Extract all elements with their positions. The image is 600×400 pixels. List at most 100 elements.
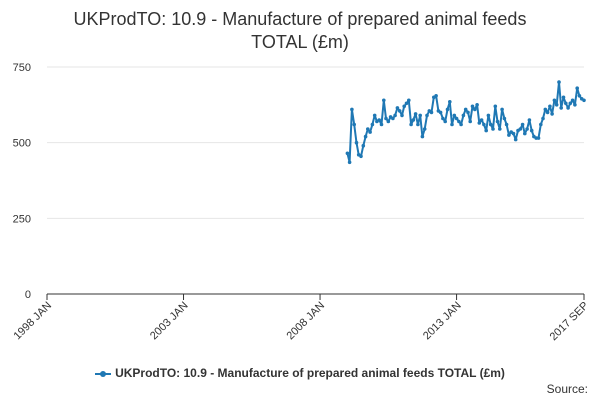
data-point[interactable] [570,98,575,103]
data-point[interactable] [461,113,466,118]
data-point[interactable] [386,119,391,124]
data-point[interactable] [470,104,475,109]
data-point[interactable] [459,122,463,127]
data-point[interactable] [527,118,532,122]
data-point[interactable] [548,104,552,109]
data-point[interactable] [452,113,457,118]
data-point[interactable] [391,116,395,121]
data-point[interactable] [418,113,423,118]
data-point[interactable] [511,131,516,136]
data-point[interactable] [541,116,545,121]
data-point[interactable] [457,119,461,124]
data-point[interactable] [345,151,350,156]
data-point[interactable] [539,122,543,127]
data-point[interactable] [425,113,429,118]
data-point[interactable] [468,119,473,124]
data-point[interactable] [450,122,454,127]
legend[interactable]: UKProdTO: 10.9 - Manufacture of prepared… [0,366,600,380]
data-point[interactable] [513,137,518,142]
data-point[interactable] [486,113,491,118]
data-point[interactable] [438,110,443,115]
data-point[interactable] [379,122,384,127]
data-point[interactable] [545,110,550,115]
data-point[interactable] [564,101,568,106]
data-point[interactable] [377,118,382,122]
data-point[interactable] [366,127,370,131]
data-point[interactable] [347,160,352,165]
data-point[interactable] [361,143,366,148]
data-point[interactable] [491,127,495,131]
data-point[interactable] [441,116,445,121]
data-point[interactable] [477,121,482,125]
data-point[interactable] [445,107,450,112]
data-point[interactable] [363,134,368,139]
data-point[interactable] [473,107,477,112]
data-point[interactable] [502,116,507,121]
data-point[interactable] [543,107,548,112]
data-point[interactable] [529,128,534,133]
data-point[interactable] [370,122,375,127]
data-point[interactable] [520,122,525,127]
data-point[interactable] [482,122,486,127]
data-point[interactable] [422,127,427,131]
data-point[interactable] [566,106,570,110]
data-point[interactable] [448,100,452,104]
data-point[interactable] [454,116,459,121]
x-tick-label: 2013 JAN [421,300,464,343]
data-point[interactable] [404,101,409,106]
data-point[interactable] [359,154,363,159]
data-point[interactable] [429,110,434,115]
data-point[interactable] [575,86,579,90]
data-point[interactable] [479,118,484,122]
data-point[interactable] [582,98,586,103]
data-point[interactable] [463,107,468,112]
data-point[interactable] [568,101,573,106]
data-point[interactable] [573,103,577,107]
data-point[interactable] [507,133,511,137]
data-point[interactable] [443,119,448,124]
legend-label: UKProdTO: 10.9 - Manufacture of prepared… [115,366,505,380]
data-point[interactable] [352,122,357,127]
data-point[interactable] [488,122,493,127]
data-point[interactable] [416,122,420,127]
data-point[interactable] [552,98,557,103]
data-point[interactable] [493,104,498,109]
data-point[interactable] [484,128,489,133]
data-point[interactable] [395,106,400,110]
data-point[interactable] [536,136,541,140]
data-point[interactable] [577,94,582,98]
data-point[interactable] [523,131,527,136]
data-point[interactable] [525,127,529,131]
data-point[interactable] [384,116,388,121]
data-point[interactable] [354,140,359,145]
data-point[interactable] [559,106,563,110]
data-point[interactable] [397,109,402,113]
data-point[interactable] [475,103,479,107]
data-point[interactable] [372,113,377,118]
data-point[interactable] [402,104,407,109]
data-point[interactable] [557,80,561,84]
data-point[interactable] [550,112,554,116]
data-point[interactable] [393,113,397,118]
data-point[interactable] [411,118,416,122]
y-tick-label: 500 [13,138,31,150]
data-point[interactable] [409,122,413,127]
data-point[interactable] [498,127,502,131]
data-point[interactable] [400,113,404,118]
data-point[interactable] [504,122,509,127]
chart-title-line-2: TOTAL (£m) [251,32,349,52]
data-point[interactable] [368,130,372,134]
data-point[interactable] [495,119,500,124]
data-point[interactable] [434,94,438,98]
data-point[interactable] [466,110,470,115]
data-point[interactable] [382,98,386,103]
data-point[interactable] [554,103,559,107]
data-point[interactable] [407,98,411,103]
data-point[interactable] [561,95,566,100]
data-point[interactable] [350,107,354,112]
data-point[interactable] [500,107,504,112]
data-point[interactable] [413,112,418,116]
data-point[interactable] [420,134,425,139]
data-point[interactable] [518,127,523,131]
